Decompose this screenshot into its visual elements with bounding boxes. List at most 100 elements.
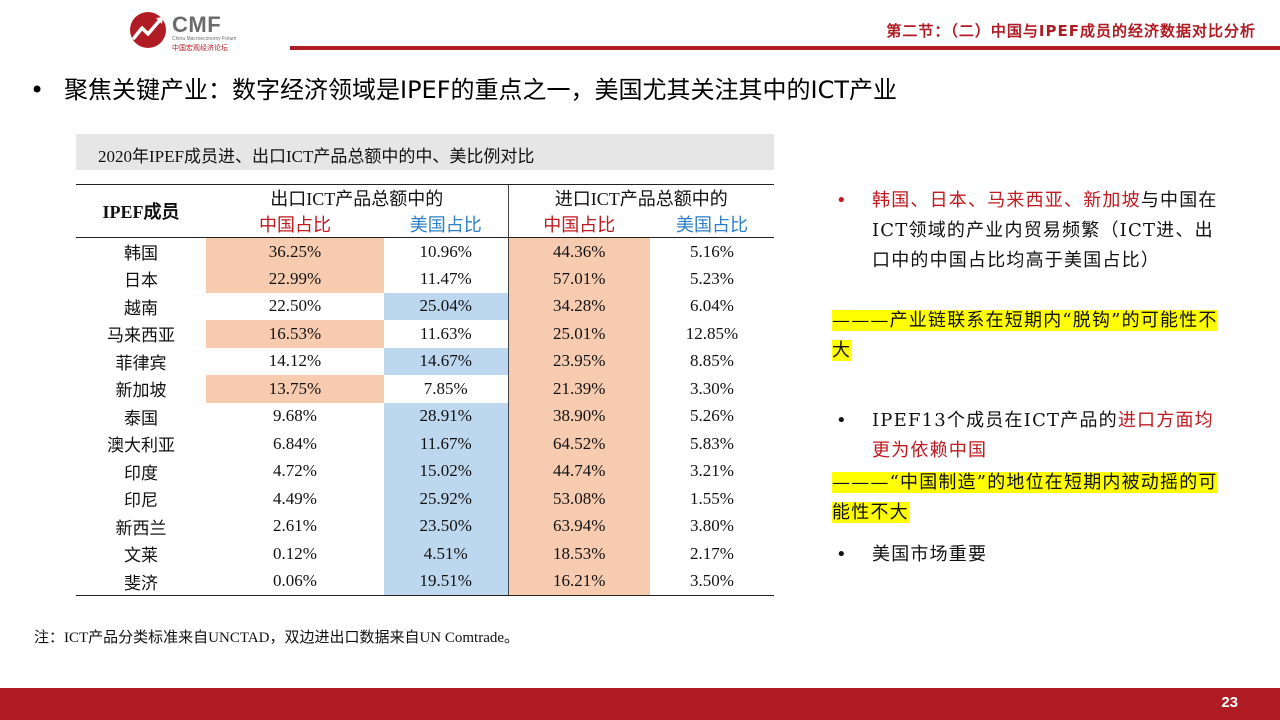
logo-subtitle-cn: 中国宏观经济论坛 [172, 44, 228, 52]
export-china-share-cell: 16.53% [206, 320, 384, 348]
bullet-dot: • [30, 76, 45, 104]
export-us-share-cell: 4.51% [384, 540, 508, 568]
import-group-header: 进口ICT产品总额中的 [507, 184, 774, 211]
export-us-share-cell: 28.91% [384, 402, 508, 430]
table-caption: 2020年IPEF成员进、出口ICT产品总额中的中、美比例对比 [76, 134, 774, 170]
export-group-header: 出口ICT产品总额中的 [206, 184, 508, 211]
member-name-cell: 印尼 [124, 491, 158, 512]
export-us-share-cell: 23.50% [384, 512, 508, 540]
member-column-header: IPEF成员 [76, 184, 206, 238]
table-row: 韩国 36.25% 10.96% 44.36% 5.16% [76, 237, 774, 265]
table-subheader-row: 中国占比 美国占比 中国占比 美国占比 [76, 211, 774, 238]
export-us-share-cell: 19.51% [384, 567, 508, 596]
export-us-share-cell: 11.47% [419, 268, 472, 288]
import-china-share-cell: 23.95% [507, 347, 650, 375]
member-name-cell: 越南 [124, 298, 158, 319]
export-us-share-header: 美国占比 [384, 211, 508, 238]
table-row: 斐济 0.06% 19.51% 16.21% 3.50% [76, 567, 774, 596]
import-china-share-cell: 44.74% [507, 457, 650, 485]
table-row: 菲律宾 14.12% 14.67% 23.95% 8.85% [76, 347, 774, 375]
member-name-cell: 新西兰 [115, 518, 167, 539]
export-china-share-cell: 2.61% [273, 516, 317, 536]
export-china-share-cell: 4.49% [273, 488, 317, 508]
logo-text: CMF [172, 12, 222, 37]
main-heading-text: 聚焦关键产业：数字经济领域是IPEF的重点之一，美国尤其关注其中的ICT产业 [64, 76, 898, 104]
main-heading: • 聚焦关键产业：数字经济领域是IPEF的重点之一，美国尤其关注其中的ICT产业 [30, 70, 897, 105]
export-china-share-cell: 22.99% [206, 265, 384, 293]
export-china-share-cell: 9.68% [273, 406, 317, 426]
import-us-share-cell: 5.83% [690, 433, 734, 453]
import-china-share-header: 中国占比 [507, 211, 650, 238]
cmf-logo: CMF China Macroeconomy Forum 中国宏观经济论坛 [128, 8, 288, 52]
import-china-share-cell: 25.01% [507, 320, 650, 348]
header-divider [290, 46, 1280, 50]
bullet-2-pre: IPEF13个成员在ICT产品的 [872, 410, 1118, 431]
import-us-share-cell: 3.50% [650, 567, 774, 596]
import-china-share-cell: 18.53% [507, 540, 650, 568]
conclusion-2: ———“中国制造”的地位在短期内被动摇的可能性不大 [832, 468, 1220, 528]
member-name-cell: 马来西亚 [107, 326, 175, 347]
import-us-share-cell: 6.04% [690, 296, 734, 316]
table-row: 越南 22.50% 25.04% 34.28% 6.04% [76, 292, 774, 320]
export-china-share-cell: 14.12% [268, 351, 322, 371]
table-note: 注：ICT产品分类标准来自UNCTAD，双边进出口数据来自UN Comtrade… [34, 630, 520, 646]
highlight-countries: 韩国、日本、马来西亚、新加坡 [872, 190, 1141, 211]
table-row: 文莱 0.12% 4.51% 18.53% 2.17% [76, 540, 774, 568]
export-us-share-cell: 11.67% [384, 430, 508, 458]
import-us-share-cell: 5.26% [690, 406, 734, 426]
import-china-share-cell: 53.08% [507, 485, 650, 513]
member-name-cell: 印度 [124, 463, 158, 484]
logo-mark-icon [130, 12, 166, 48]
ict-share-table: IPEF成员 出口ICT产品总额中的 进口ICT产品总额中的 中国占比 美国占比… [76, 184, 774, 596]
export-us-share-cell: 7.85% [423, 378, 468, 398]
export-us-share-cell: 10.96% [419, 241, 472, 261]
import-china-share-cell: 57.01% [507, 265, 650, 293]
import-us-share-cell: 2.17% [690, 543, 734, 563]
bullet-dot: • [836, 190, 848, 211]
table-row: 马来西亚 16.53% 11.63% 25.01% 12.85% [76, 320, 774, 348]
import-china-share-cell: 21.39% [507, 375, 650, 403]
import-china-share-cell: 44.36% [507, 237, 650, 265]
export-china-share-header: 中国占比 [206, 211, 384, 238]
member-name-cell: 泰国 [124, 408, 158, 429]
logo-subtitle-en: China Macroeconomy Forum [172, 36, 237, 42]
import-china-share-cell: 16.21% [507, 567, 650, 596]
table-row: 印尼 4.49% 25.92% 53.08% 1.55% [76, 485, 774, 513]
footer-bar: 23 [0, 688, 1280, 720]
table-row: 新加坡 13.75% 7.85% 21.39% 3.30% [76, 375, 774, 403]
member-name-cell: 菲律宾 [115, 353, 167, 374]
export-us-share-cell: 11.63% [419, 323, 472, 343]
member-name-cell: 日本 [124, 271, 158, 292]
export-china-share-cell: 22.50% [268, 296, 322, 316]
import-us-share-cell: 3.80% [690, 516, 734, 536]
bullet-2-highlight: 进口方面均更为依赖中国 [872, 410, 1214, 461]
export-china-share-cell: 6.84% [273, 433, 317, 453]
table-row: 澳大利亚 6.84% 11.67% 64.52% 5.83% [76, 430, 774, 458]
header: CMF China Macroeconomy Forum 中国宏观经济论坛 第二… [0, 0, 1280, 56]
member-name-cell: 文莱 [124, 546, 158, 567]
import-china-share-cell: 38.90% [507, 402, 650, 430]
export-china-share-cell: 0.12% [273, 543, 317, 563]
conclusion-2-text: ———“中国制造”的地位在短期内被动摇的可能性不大 [832, 472, 1218, 523]
import-us-share-cell: 3.30% [690, 378, 734, 398]
table-row: 新西兰 2.61% 23.50% 63.94% 3.80% [76, 512, 774, 540]
member-name-cell: 新加坡 [115, 381, 167, 402]
import-us-share-cell: 1.55% [690, 488, 734, 508]
right-bullet-1-text: 韩国、日本、马来西亚、新加坡与中国在ICT领域的产业内贸易频繁（ICT进、出口中… [872, 186, 1232, 276]
bullet-dot: • [836, 410, 848, 431]
table-row: 印度 4.72% 15.02% 44.74% 3.21% [76, 457, 774, 485]
import-china-share-cell: 63.94% [507, 512, 650, 540]
export-us-share-cell: 25.92% [384, 485, 508, 513]
page-number: 23 [1221, 694, 1238, 711]
conclusion-1: ———产业链联系在短期内“脱钩”的可能性不大 [832, 306, 1220, 366]
import-china-share-cell: 34.28% [507, 292, 650, 320]
member-name-cell: 韩国 [124, 244, 158, 264]
bullet-dot: • [836, 544, 848, 565]
import-us-share-header: 美国占比 [650, 211, 774, 238]
conclusion-1-text: ———产业链联系在短期内“脱钩”的可能性不大 [832, 310, 1218, 361]
bullet-1-rest: 与中国在ICT领域的产业内贸易频繁（ICT进、出口中的中国占比均高于美国占比） [872, 190, 1218, 271]
table-row: 日本 22.99% 11.47% 57.01% 5.23% [76, 265, 774, 293]
export-china-share-cell: 36.25% [206, 237, 384, 265]
section-title: 第二节：（二）中国与IPEF成员的经济数据对比分析 [886, 22, 1256, 40]
table-header-row: IPEF成员 出口ICT产品总额中的 进口ICT产品总额中的 [76, 184, 774, 238]
